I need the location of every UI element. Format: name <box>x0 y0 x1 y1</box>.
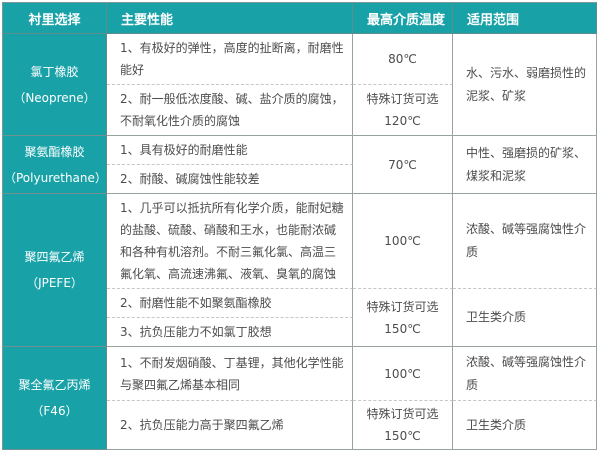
table-row: 2、耐一般低浓度酸、碱、盐介质的腐蚀，不耐氧化性介质的腐蚀 特殊订货可选 120… <box>3 85 597 136</box>
material-name: 聚全氟乙丙烯 <box>18 378 91 392</box>
table-row: 聚全氟乙丙烯 （F46） 1、不耐发烟硝酸、丁基锂，其他化学性能与聚四氟乙烯基本… <box>3 347 597 450</box>
column-header-performance: 主要性能 <box>107 3 353 34</box>
performance-cell: 1、几乎可以抵抗所有化学介质，能耐妃糖的盐酸、硫酸、硝酸和王水，也能耐浓碱和各种… <box>107 194 353 289</box>
application-cell: 浓酸、碱等强腐蚀性介质 <box>453 194 597 289</box>
temp-value: 150℃ <box>384 429 421 443</box>
temperature-cell: 特殊订货可选 150℃ <box>353 401 453 450</box>
performance-cell: 2、耐一般低浓度酸、碱、盐介质的腐蚀，不耐氧化性介质的腐蚀 <box>107 85 353 136</box>
performance-cell: 3、抗负压能力不如氯丁胶想 <box>107 318 353 347</box>
performance-cell: 1、具有极好的耐磨性能 <box>107 136 353 165</box>
material-name: 聚氨酯橡胶 <box>24 144 85 159</box>
material-name-cell: 聚全氟乙丙烯 （F46） <box>3 347 107 450</box>
performance-cell: 2、耐酸、碱腐蚀性能较差 <box>107 165 353 194</box>
application-cell: 卫生类介质 <box>453 401 597 450</box>
temperature-cell: 100℃ <box>353 347 453 401</box>
temp-note: 特殊订货可选 <box>366 92 439 106</box>
material-name: 氯丁橡胶 <box>30 64 79 79</box>
temperature-cell: 80℃ <box>353 34 453 85</box>
table-row: 3、抗负压能力不如氯丁胶想 <box>3 318 597 347</box>
performance-cell: 2、抗负压能力高于聚四氟乙烯 <box>107 401 353 450</box>
table-row: 2、耐酸、碱腐蚀性能较差 <box>3 165 597 194</box>
column-header-lining: 衬里选择 <box>3 3 107 34</box>
column-header-application: 适用范围 <box>453 3 597 34</box>
table-row: 聚四氟乙烯 （JPEFE） 1、几乎可以抵抗所有化学介质，能耐妃糖的盐酸、硫酸、… <box>3 194 597 347</box>
column-header-max-temp: 最高介质温度 <box>353 3 453 34</box>
material-name-cell: 聚氨酯橡胶 （Polyurethane） <box>3 136 107 194</box>
temperature-cell: 70℃ <box>353 136 453 194</box>
application-cell: 中性、强磨损的矿浆、煤浆和泥浆 <box>453 136 597 194</box>
temp-note: 特殊订货可选 <box>366 407 439 421</box>
table-row: 氯丁橡胶 （Neoprene） 1、有极好的弹性，高度的扯断离，耐磨性能好 80… <box>3 34 597 136</box>
material-alias: （Neoprene） <box>13 90 96 105</box>
temp-value: 120℃ <box>384 114 421 128</box>
temperature-cell: 100℃ <box>353 194 453 289</box>
table-row: 聚氨酯橡胶 （Polyurethane） 1、具有极好的耐磨性能 70℃ 中性、… <box>3 136 597 194</box>
temp-value: 150℃ <box>384 321 421 336</box>
temperature-cell: 特殊订货可选 150℃ <box>353 289 453 347</box>
material-name: 聚四氟乙烯 <box>24 250 85 264</box>
application-cell: 水、污水、弱磨损性的泥浆、矿浆 <box>453 34 597 136</box>
table-row: 2、耐磨性能不如聚氨酯橡胶 特殊订货可选 150℃ 卫生类介质 <box>3 289 597 347</box>
application-cell: 卫生类介质 <box>453 289 597 347</box>
temp-note: 特殊订货可选 <box>366 299 439 314</box>
material-alias: （JPEFE） <box>26 276 83 290</box>
performance-cell: 2、耐磨性能不如聚氨酯橡胶 <box>107 289 353 318</box>
performance-cell: 1、不耐发烟硝酸、丁基锂，其他化学性能与聚四氟乙烯基本相同 <box>107 347 353 401</box>
performance-cell: 1、有极好的弹性，高度的扯断离，耐磨性能好 <box>107 34 353 85</box>
material-alias: （Polyurethane） <box>4 170 107 185</box>
material-alias: （F46） <box>31 404 78 418</box>
header-row: 衬里选择 主要性能 最高介质温度 适用范围 <box>3 3 597 34</box>
temperature-cell: 特殊订货可选 120℃ <box>353 85 453 136</box>
material-name-cell: 聚四氟乙烯 （JPEFE） <box>3 194 107 347</box>
application-cell: 浓酸、碱等强腐蚀性介质 <box>453 347 597 401</box>
material-name-cell: 氯丁橡胶 （Neoprene） <box>3 34 107 136</box>
